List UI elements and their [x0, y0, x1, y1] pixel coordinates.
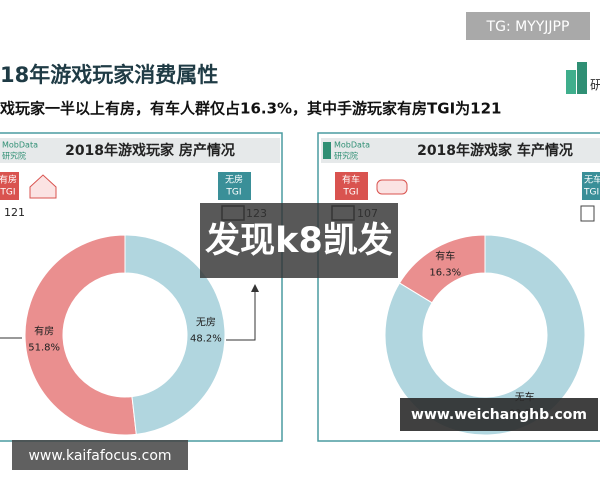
tg-box [466, 12, 590, 40]
badge [0, 172, 19, 200]
center-watermark: 发现k8凯发 [205, 221, 393, 261]
badge-label: 无房 [225, 174, 243, 186]
slice-label: 有房 [34, 325, 54, 338]
pie-slice [24, 234, 137, 436]
logo-icon [566, 70, 576, 94]
badge [218, 172, 251, 200]
slice-value-label: 16.3% [429, 267, 461, 278]
slice-value-label: 48.2% [190, 333, 222, 344]
badge-label: TGI [583, 188, 599, 198]
car-icon [376, 179, 408, 195]
badge [335, 172, 368, 200]
panel-logo: 研究院 [2, 151, 26, 161]
badge-label: TGI [342, 188, 358, 198]
badge-label: 有房 [0, 174, 17, 186]
badge [582, 172, 600, 200]
slice-label: 无房 [196, 315, 216, 328]
panel-logo-icon [323, 142, 331, 159]
chart-title: 2018年游戏家 车产情况 [417, 142, 573, 159]
panel-header [0, 138, 280, 163]
panel: MobData 研究院 2018年游戏家 车产情况 有车 TGI 107 无车 … [317, 132, 600, 442]
site-watermark: www.weichanghb.com [411, 407, 587, 423]
logo-text: 研 [590, 79, 600, 94]
house-icon [29, 174, 57, 199]
badge-label: TGI [0, 188, 16, 198]
badge-label: 无车 [584, 174, 600, 186]
pie-slice [384, 234, 586, 436]
badge-label: 有车 [342, 174, 360, 186]
badge-label: TGI [225, 188, 241, 198]
panel-header [321, 138, 600, 163]
center-box [200, 203, 398, 278]
connector [226, 288, 256, 341]
logo: 研 [566, 62, 600, 94]
slice-label: 有车 [435, 249, 455, 262]
arrowhead [251, 284, 259, 292]
phone-icon [580, 205, 595, 222]
panel-frame [317, 132, 600, 442]
panel-logo: MobData [334, 141, 370, 150]
site-watermark: www.kaifafocus.com [28, 448, 171, 464]
tg-watermark: TG: MYYJJPP [486, 19, 570, 35]
chart-title: 2018年游戏玩家 房产情况 [65, 142, 235, 159]
site-box [12, 440, 188, 470]
slice-value-label: 51.8% [28, 343, 60, 354]
panel-logo: MobData [2, 141, 38, 150]
page-subtitle: 戏玩家一半以上有房，有车人群仅占16.3%，其中手游玩家有房TGI为121 [0, 100, 501, 118]
badge-tgi: 121 [4, 206, 25, 219]
page-title: 18年游戏玩家消费属性 [0, 63, 218, 87]
panel-logo: 研究院 [334, 151, 358, 161]
logo-icon [577, 62, 587, 94]
site-box [400, 398, 598, 431]
